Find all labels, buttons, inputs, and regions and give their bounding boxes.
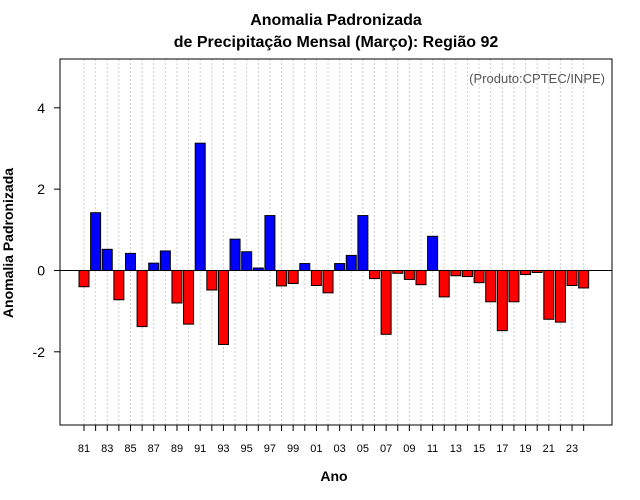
bar-03 bbox=[335, 264, 345, 271]
x-tick-label: 19 bbox=[519, 443, 531, 455]
x-tick-label: 99 bbox=[287, 443, 299, 455]
x-axis-label: Ano bbox=[320, 468, 347, 484]
chart-title-line2: de Precipitação Mensal (Março): Região 9… bbox=[174, 34, 499, 51]
x-tick-label: 15 bbox=[473, 443, 485, 455]
bar-22 bbox=[555, 270, 565, 322]
y-tick-label: 0 bbox=[37, 262, 45, 278]
x-tick-label: 11 bbox=[427, 443, 438, 455]
x-tick-label: 89 bbox=[171, 443, 183, 455]
bar-14 bbox=[462, 270, 472, 276]
bar-24 bbox=[579, 270, 589, 287]
bar-99 bbox=[288, 270, 298, 283]
bar-86 bbox=[137, 270, 147, 326]
y-tick-label: 4 bbox=[37, 100, 45, 116]
x-tick-label: 01 bbox=[310, 443, 322, 455]
bar-04 bbox=[346, 255, 356, 270]
x-axis: 81 83 85 87 89 91 93 95 97 99 01 03 05 07 09 11 13 15 17 19… bbox=[78, 425, 584, 455]
bar-93 bbox=[218, 270, 228, 344]
x-tick-label: 81 bbox=[78, 443, 90, 455]
x-tick-label: 85 bbox=[124, 443, 136, 455]
bar-87 bbox=[149, 263, 159, 270]
bar-00 bbox=[300, 264, 310, 271]
x-tick-label: 91 bbox=[194, 443, 206, 455]
x-tick-label: 05 bbox=[357, 443, 369, 455]
chart: Anomalia Padronizada de Precipitação Men… bbox=[0, 0, 640, 500]
bar-98 bbox=[277, 270, 287, 285]
bar-05 bbox=[358, 216, 368, 271]
bar-20 bbox=[532, 270, 542, 272]
x-tick-label: 09 bbox=[403, 443, 415, 455]
x-tick-label: 13 bbox=[450, 443, 462, 455]
bar-11 bbox=[428, 236, 438, 270]
bar-17 bbox=[497, 270, 507, 330]
bar-01 bbox=[311, 270, 321, 285]
product-annotation: (Produto:CPTEC/INPE) bbox=[469, 71, 605, 86]
bar-96 bbox=[253, 268, 263, 270]
bar-15 bbox=[474, 270, 484, 282]
bar-09 bbox=[404, 270, 414, 279]
y-tick-label: -2 bbox=[33, 344, 46, 360]
bar-02 bbox=[323, 270, 333, 292]
x-tick-label: 83 bbox=[101, 443, 113, 455]
x-tick-label: 07 bbox=[380, 443, 392, 455]
plot-frame bbox=[60, 59, 612, 425]
bar-13 bbox=[451, 270, 461, 275]
y-axis-label: Anomalia Padronizada bbox=[0, 168, 16, 318]
grid-lines bbox=[84, 59, 584, 425]
bar-92 bbox=[207, 270, 217, 290]
bar-08 bbox=[393, 270, 403, 273]
x-tick-label: 97 bbox=[264, 443, 276, 455]
bar-23 bbox=[567, 270, 577, 285]
bar-06 bbox=[370, 270, 380, 278]
x-tick-label: 21 bbox=[543, 443, 555, 455]
x-tick-label: 87 bbox=[148, 443, 160, 455]
bar-19 bbox=[521, 270, 531, 274]
bar-12 bbox=[439, 270, 449, 296]
x-tick-label: 17 bbox=[496, 443, 508, 455]
x-tick-label: 23 bbox=[566, 443, 578, 455]
bar-89 bbox=[172, 270, 182, 303]
bar-84 bbox=[114, 270, 124, 299]
bar-91 bbox=[195, 143, 205, 270]
bar-90 bbox=[184, 270, 194, 324]
bar-95 bbox=[242, 252, 252, 271]
bar-18 bbox=[509, 270, 519, 301]
bars bbox=[79, 143, 589, 344]
bar-07 bbox=[381, 270, 391, 334]
bar-88 bbox=[160, 251, 170, 271]
x-tick-label: 93 bbox=[217, 443, 229, 455]
bar-85 bbox=[125, 253, 135, 270]
x-tick-label: 95 bbox=[241, 443, 253, 455]
bar-10 bbox=[416, 270, 426, 284]
bar-16 bbox=[486, 270, 496, 301]
bar-83 bbox=[102, 249, 112, 270]
chart-title-line1: Anomalia Padronizada bbox=[250, 12, 422, 29]
bar-21 bbox=[544, 270, 554, 319]
x-tick-label: 03 bbox=[334, 443, 346, 455]
y-axis: -2 0 2 4 bbox=[33, 100, 60, 360]
bar-82 bbox=[91, 213, 101, 271]
bar-81 bbox=[79, 270, 89, 286]
y-tick-label: 2 bbox=[37, 181, 45, 197]
bar-97 bbox=[265, 216, 275, 271]
bar-94 bbox=[230, 239, 240, 270]
